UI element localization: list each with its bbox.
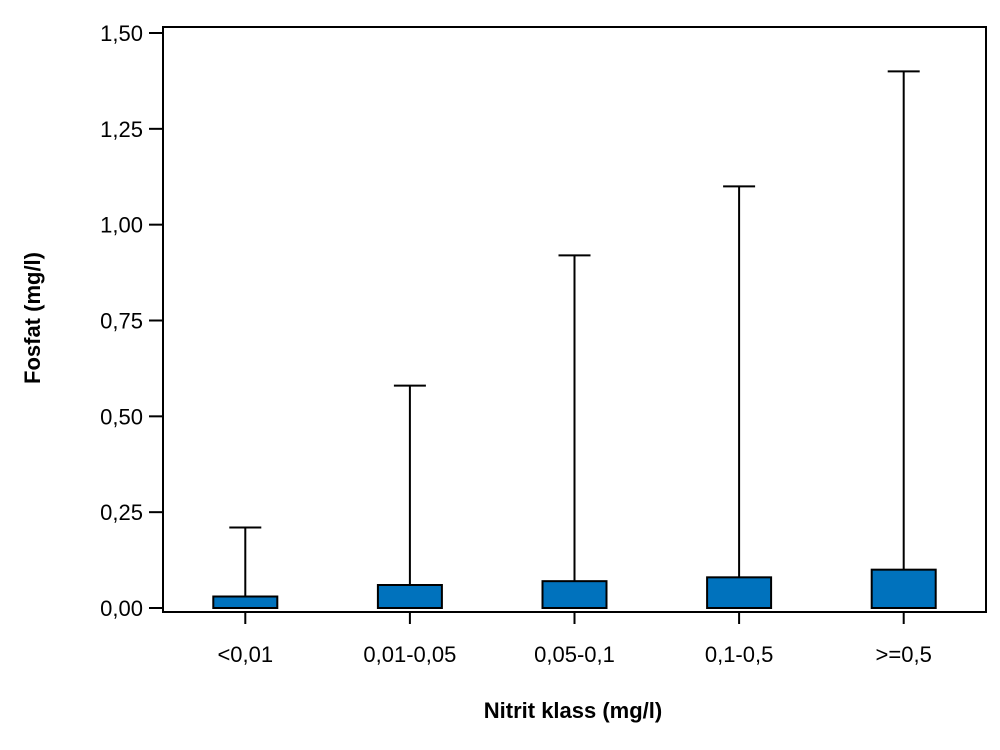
y-ticks: 0,00 0,25 0,50 0,75 1,00 1,25 1,50: [100, 21, 163, 621]
bar: [376, 584, 443, 609]
x-tick-label: 0,05-0,1: [534, 642, 615, 667]
x-axis-title: Nitrit klass (mg/l): [484, 698, 662, 723]
bars: [212, 70, 937, 610]
y-tick-label: 1,00: [100, 213, 143, 238]
y-tick-label: 0,25: [100, 500, 143, 525]
y-tick-label: 1,50: [100, 21, 143, 46]
y-axis-title: Fosfat (mg/l): [20, 252, 45, 384]
x-tick-label: 0,1-0,5: [705, 642, 774, 667]
x-tick-label: <0,01: [217, 642, 273, 667]
x-tick-label: 0,01-0,05: [363, 642, 456, 667]
x-tick-label: >=0,5: [876, 642, 932, 667]
x-ticks: <0,01 0,01-0,05 0,05-0,1 0,1-0,5 >=0,5: [217, 612, 932, 667]
y-tick-label: 0,50: [100, 404, 143, 429]
y-tick-label: 1,25: [100, 117, 143, 142]
y-tick-label: 0,00: [100, 596, 143, 621]
y-tick-label: 0,75: [100, 309, 143, 334]
bar: [870, 568, 937, 610]
bar: [212, 595, 279, 609]
bar: [706, 576, 773, 609]
bar: [541, 580, 608, 610]
